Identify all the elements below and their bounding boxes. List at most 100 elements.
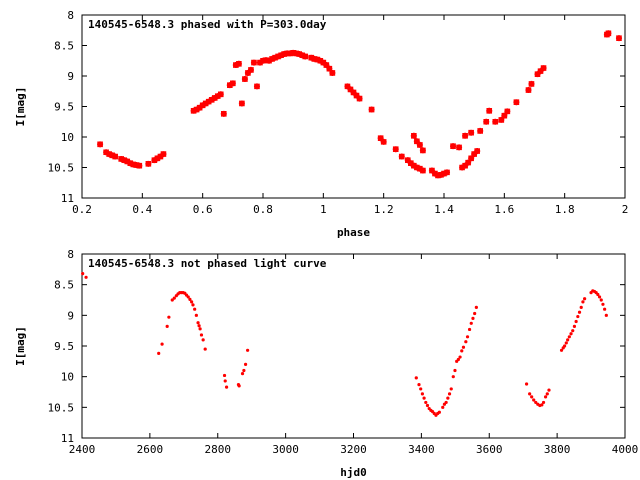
phased-data-point — [504, 108, 511, 115]
phased-x-axis-label: phase — [337, 226, 370, 239]
unphased-data-point — [447, 392, 452, 396]
unphased-x-tick-label: 2400 — [69, 443, 96, 456]
unphased-data-point — [422, 396, 426, 400]
unphased-data-point — [532, 398, 536, 402]
unphased-data-point — [223, 379, 227, 383]
phased-data-point — [615, 35, 622, 42]
phased-data-point — [462, 132, 469, 139]
phased-data-point — [492, 118, 499, 125]
unphased-data-point — [467, 327, 472, 332]
unphased-data-point — [425, 403, 430, 408]
phased-data-point — [250, 59, 257, 66]
phased-y-axis-label: I[mag] — [14, 87, 27, 127]
unphased-x-tick-label: 3800 — [544, 443, 571, 456]
unphased-data-point — [547, 388, 551, 392]
phased-x-tick-label: 0.8 — [253, 203, 273, 216]
unphased-data-point — [84, 275, 88, 279]
unphased-data-point — [528, 392, 532, 396]
unphased-data-point — [81, 272, 85, 276]
unphased-data-point — [524, 382, 529, 386]
phased-tick-marks — [81, 14, 626, 199]
unphased-data-point — [441, 405, 445, 409]
unphased-x-tick-label: 2600 — [137, 443, 164, 456]
unphased-data-point — [198, 327, 202, 331]
phased-data-point — [416, 141, 423, 148]
unphased-y-tick-label: 10.5 — [48, 401, 75, 414]
phased-data-point — [419, 147, 426, 154]
phased-data-point — [160, 151, 167, 158]
phased-data-point — [528, 80, 535, 87]
unphased-data-point — [446, 396, 450, 400]
phased-data-point — [302, 53, 309, 60]
unphased-data-point — [172, 296, 176, 300]
unphased-data-point — [449, 387, 453, 391]
phased-data-point — [398, 153, 405, 160]
unphased-data-point — [170, 298, 174, 302]
unphased-data-point — [160, 342, 164, 346]
unphased-data-point — [167, 315, 171, 319]
phased-data-point — [525, 87, 532, 94]
unphased-data-point — [564, 341, 568, 345]
unphased-data-point — [224, 385, 229, 389]
unphased-data-point — [199, 333, 204, 337]
phased-data-point — [477, 127, 484, 134]
unphased-light-curve-panel: 2400 2600 2800 3000 3200 3400 3600 3800 4000 8 8.… — [14, 248, 638, 479]
phased-x-tick-label: 1.2 — [374, 203, 394, 216]
unphased-x-tick-label: 4000 — [612, 443, 639, 456]
phased-data-point — [444, 169, 451, 176]
phased-data-point — [217, 91, 224, 98]
phased-data-point — [605, 30, 612, 37]
unphased-data-point — [419, 387, 423, 391]
phased-data-point — [483, 118, 490, 125]
unphased-data-point — [599, 298, 603, 302]
unphased-data-point — [420, 392, 424, 396]
phased-data-point — [410, 132, 417, 139]
unphased-data-point — [541, 400, 546, 405]
phased-data-point — [540, 65, 547, 72]
unphased-data-point — [577, 310, 582, 314]
phased-data-point — [380, 138, 387, 145]
unphased-data-point — [543, 395, 548, 399]
unphased-x-tick-label: 2800 — [205, 443, 232, 456]
unphased-y-tick-label: 10 — [61, 371, 74, 384]
unphased-data-point — [414, 376, 418, 380]
unphased-data-point — [601, 302, 605, 306]
unphased-data-points — [81, 272, 608, 417]
unphased-data-point — [197, 324, 201, 328]
phased-data-point — [368, 106, 375, 113]
unphased-data-point — [246, 348, 250, 352]
unphased-data-point — [559, 348, 564, 352]
phased-data-point — [486, 107, 493, 114]
unphased-data-point — [451, 375, 455, 379]
phased-data-point — [456, 144, 463, 151]
phased-x-tick-label: 1.6 — [494, 203, 514, 216]
phased-x-tick-label: 1 — [320, 203, 327, 216]
unphased-data-point — [473, 311, 477, 316]
phased-data-point — [220, 110, 227, 117]
phased-y-tick-label: 8.5 — [54, 40, 74, 53]
unphased-tick-marks — [81, 253, 626, 439]
phased-y-tick-label: 8 — [67, 9, 74, 22]
phased-chart-title: 140545-6548.3 phased with P=303.0day — [88, 18, 327, 31]
phased-y-tick-label: 9 — [67, 70, 74, 83]
unphased-y-tick-label: 9 — [67, 309, 74, 322]
unphased-data-point — [469, 321, 473, 325]
phased-x-tick-label: 0.2 — [72, 203, 92, 216]
unphased-data-point — [424, 400, 428, 405]
unphased-data-point — [242, 368, 246, 373]
unphased-data-point — [194, 313, 198, 317]
unphased-data-point — [566, 338, 570, 342]
unphased-data-point — [203, 347, 207, 351]
unphased-data-point — [243, 362, 248, 366]
phased-x-tick-label: 1.8 — [555, 203, 575, 216]
unphased-data-point — [417, 383, 421, 387]
phased-data-point — [450, 143, 457, 150]
unphased-y-axis-label: I[mag] — [14, 326, 27, 366]
unphased-data-point — [237, 384, 241, 388]
unphased-data-point — [474, 305, 478, 309]
unphased-data-point — [190, 300, 194, 304]
phased-data-point — [235, 60, 242, 67]
phased-data-point — [229, 80, 236, 87]
unphased-data-point — [456, 357, 460, 362]
